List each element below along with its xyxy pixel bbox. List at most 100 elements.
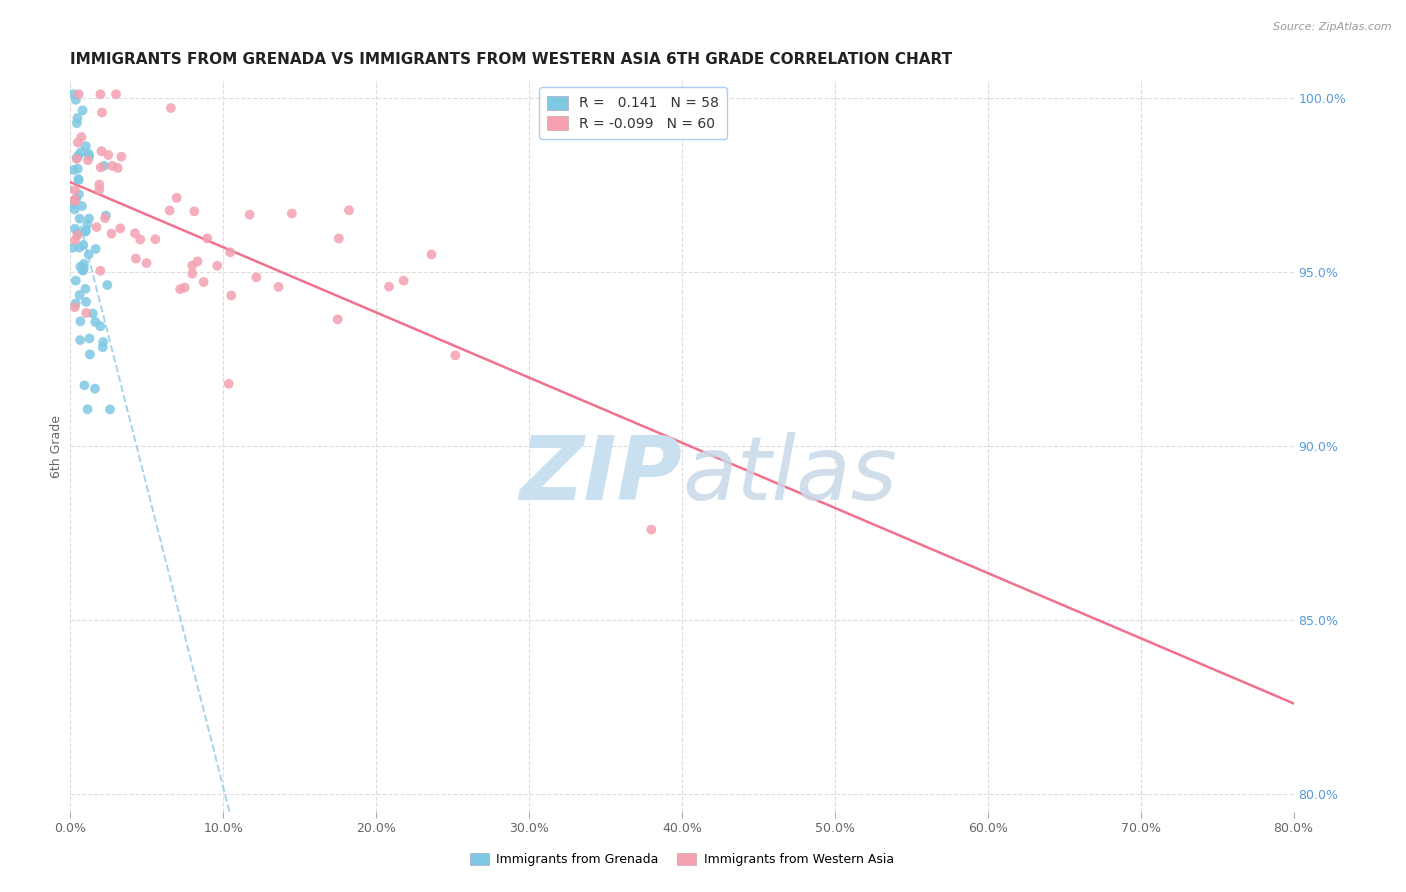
Point [96, 278, 118, 293]
Point [70, 145, 93, 160]
Point [84, 382, 107, 396]
Point [101, 159, 124, 173]
Point [245, 270, 267, 285]
Point [79, 331, 101, 345]
Point [173, 280, 195, 294]
Text: IMMIGRANTS FROM GRENADA VS IMMIGRANTS FROM WESTERN ASIA 6TH GRADE CORRELATION CH: IMMIGRANTS FROM GRENADA VS IMMIGRANTS FR… [70, 52, 952, 67]
Point [67, 148, 90, 162]
Point [159, 203, 181, 218]
Point [187, 254, 209, 268]
Point [205, 259, 228, 273]
Point [193, 275, 215, 289]
Point [75, 225, 97, 239]
Point [75, 306, 97, 320]
Point [89, 264, 111, 278]
Point [75, 294, 97, 309]
Point [65, 93, 87, 107]
Point [79, 149, 101, 163]
Point [90, 145, 112, 159]
Point [62, 197, 84, 211]
Point [181, 259, 204, 273]
Point [89, 178, 111, 192]
Point [378, 279, 401, 293]
Point [67, 241, 90, 255]
Point [63, 221, 86, 235]
Point [328, 231, 350, 245]
Point [72, 263, 94, 277]
Point [66, 151, 89, 165]
Point [181, 267, 204, 281]
Point [75, 282, 97, 296]
Point [107, 161, 129, 175]
Point [159, 101, 181, 115]
Point [239, 208, 262, 222]
Point [70, 199, 93, 213]
Point [65, 274, 87, 288]
Point [337, 203, 360, 218]
Point [77, 211, 100, 226]
Point [110, 150, 132, 164]
Point [218, 376, 240, 391]
Point [82, 307, 104, 321]
Point [63, 194, 86, 208]
Point [62, 162, 84, 177]
Text: Source: ZipAtlas.com: Source: ZipAtlas.com [1274, 22, 1392, 32]
Point [63, 233, 86, 247]
Point [70, 130, 93, 145]
Point [66, 116, 89, 130]
Point [89, 319, 111, 334]
Point [69, 314, 91, 328]
Point [62, 87, 84, 102]
Point [67, 173, 90, 187]
Point [73, 257, 96, 271]
Point [75, 139, 97, 153]
Point [66, 161, 89, 176]
Point [135, 256, 157, 270]
Point [76, 218, 98, 232]
Point [94, 209, 117, 223]
Point [183, 204, 205, 219]
Point [72, 263, 94, 277]
Point [169, 282, 191, 296]
Point [326, 312, 349, 326]
Point [73, 378, 96, 392]
Point [420, 247, 443, 261]
Point [73, 261, 96, 276]
Point [444, 348, 467, 362]
Point [267, 280, 290, 294]
Point [69, 260, 91, 274]
Point [100, 227, 122, 241]
Point [105, 87, 128, 102]
Point [84, 242, 107, 256]
Point [77, 247, 100, 261]
Point [66, 228, 89, 243]
Point [84, 315, 107, 329]
Point [63, 300, 86, 314]
Point [72, 103, 94, 118]
Point [66, 152, 89, 166]
Point [77, 147, 100, 161]
Point [63, 202, 86, 217]
Point [65, 192, 87, 206]
Point [69, 288, 91, 302]
Point [93, 159, 115, 173]
Point [392, 274, 415, 288]
Point [90, 161, 112, 175]
Point [91, 334, 114, 349]
Legend: Immigrants from Grenada, Immigrants from Western Asia: Immigrants from Grenada, Immigrants from… [465, 848, 898, 871]
Point [129, 232, 152, 246]
Point [98, 402, 121, 417]
Point [72, 238, 94, 252]
Point [76, 402, 98, 417]
Point [63, 193, 86, 207]
Point [166, 191, 188, 205]
Point [69, 211, 91, 226]
Point [66, 136, 89, 150]
Point [69, 333, 91, 347]
Point [66, 226, 89, 240]
Point [110, 221, 132, 235]
Point [63, 183, 86, 197]
Point [124, 226, 146, 240]
Point [79, 347, 101, 361]
Point [281, 206, 304, 220]
